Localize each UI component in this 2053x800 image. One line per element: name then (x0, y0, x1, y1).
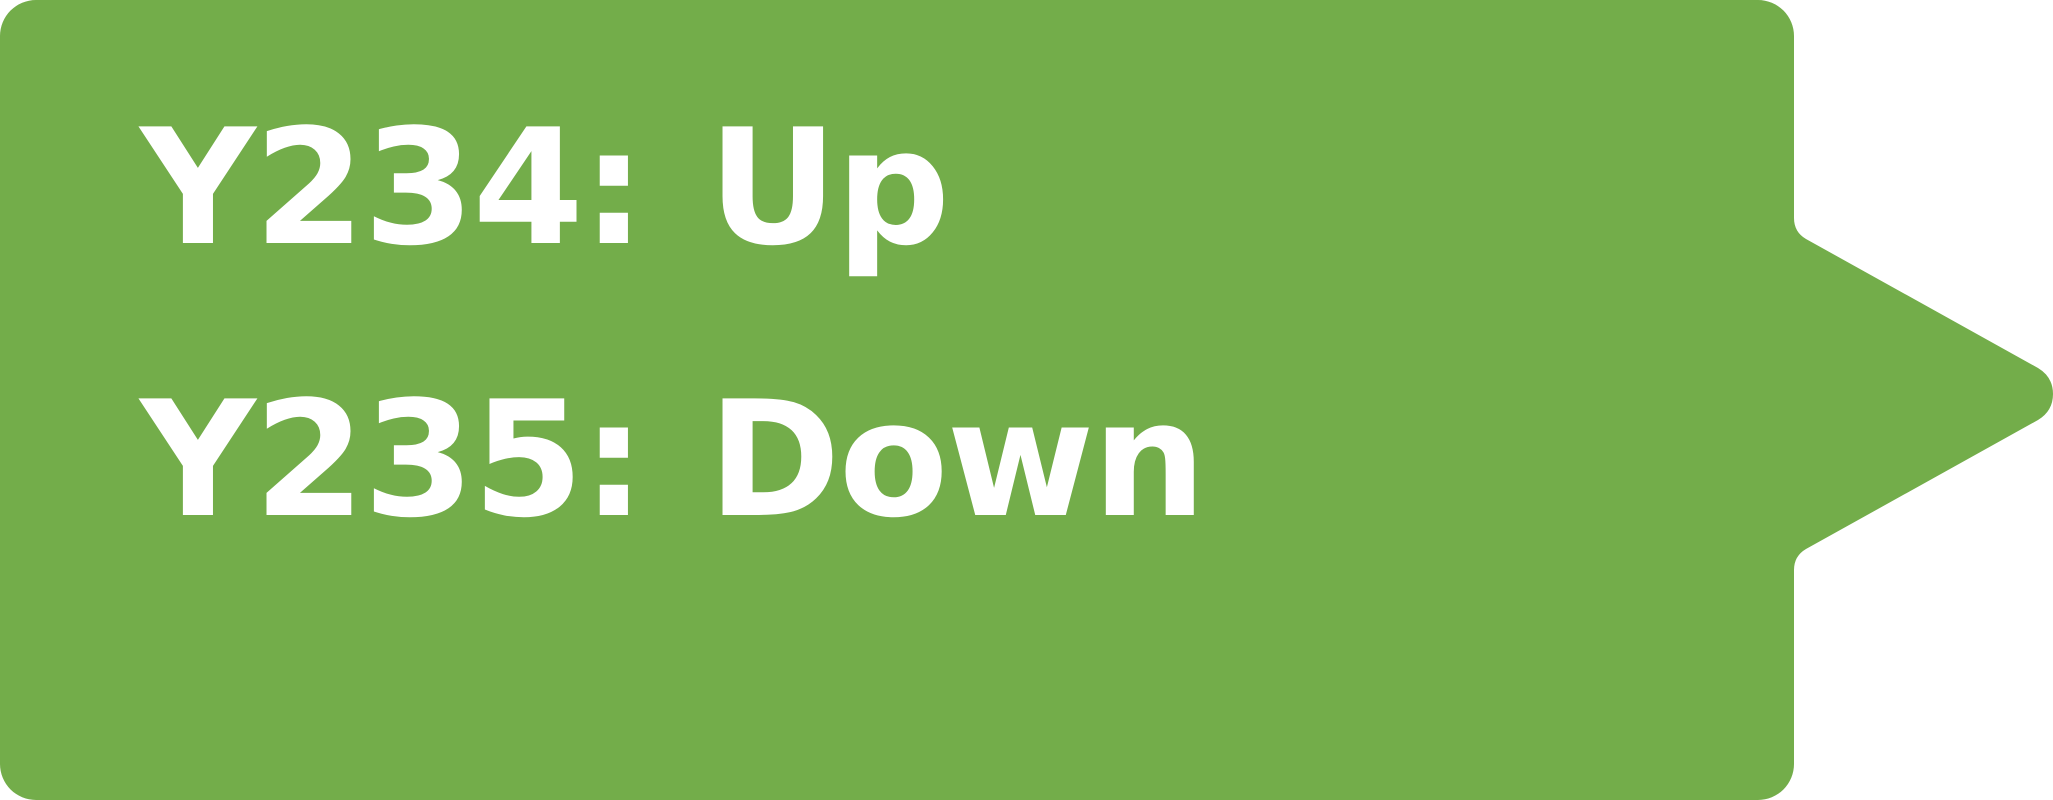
label-line-y235: Y235: Down (140, 380, 1206, 540)
label-line-y234: Y234: Up (140, 108, 950, 268)
line-key: Y235: (140, 366, 646, 553)
line-value: Up (707, 94, 950, 281)
line-key: Y234: (140, 94, 646, 281)
line-value: Down (707, 366, 1206, 553)
